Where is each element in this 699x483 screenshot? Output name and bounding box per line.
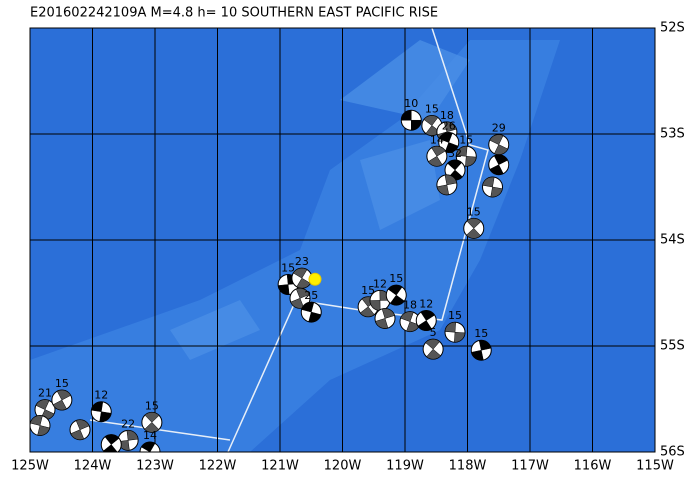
beachball-quadrant bbox=[301, 301, 322, 323]
depth-label: 15 bbox=[145, 399, 159, 412]
frame bbox=[29, 27, 656, 453]
beachball: 14 bbox=[139, 429, 161, 452]
beachball: 25 bbox=[300, 289, 322, 323]
depth-label: 15 bbox=[425, 103, 439, 116]
beachball: 15 bbox=[455, 133, 477, 167]
beachball: 23 bbox=[291, 255, 313, 289]
beachball-quadrant bbox=[375, 308, 395, 329]
lon-label: 118W bbox=[449, 459, 487, 474]
depth-label: 23 bbox=[295, 255, 309, 268]
beachball-quadrant bbox=[144, 412, 160, 433]
beachball-quadrant bbox=[489, 134, 509, 155]
beachball-quadrant bbox=[489, 154, 508, 175]
beachball: 15 bbox=[385, 272, 407, 306]
depth-label: 12 bbox=[373, 277, 387, 290]
depth-label: 15 bbox=[281, 262, 295, 275]
depth-label: 21 bbox=[38, 387, 52, 400]
lat-label: 53S bbox=[660, 127, 685, 142]
beachball: 26 bbox=[438, 119, 460, 153]
depth-label: 12 bbox=[419, 298, 433, 311]
lon-label: 120W bbox=[324, 459, 362, 474]
beachball: 29 bbox=[488, 122, 510, 156]
shallow-area bbox=[170, 40, 470, 360]
lat-label: 54S bbox=[660, 233, 685, 248]
beachball bbox=[100, 434, 122, 452]
depth-label: 15 bbox=[55, 377, 69, 390]
beachball: 5 bbox=[422, 326, 444, 360]
map-title: E201602242109A M=4.8 h= 10 SOUTHERN EAST… bbox=[30, 6, 438, 21]
beachball bbox=[488, 154, 510, 176]
epicenter bbox=[308, 272, 322, 286]
lon-label: 116W bbox=[574, 459, 612, 474]
depth-label: 26 bbox=[442, 119, 456, 132]
beachball bbox=[69, 419, 91, 441]
depth-label: 10 bbox=[404, 97, 418, 110]
beachball-quadrant bbox=[103, 434, 120, 452]
beachball: 15 bbox=[51, 377, 73, 411]
depth-label: 18 bbox=[403, 299, 417, 312]
beachball: 10 bbox=[400, 97, 422, 131]
beachball-quadrant bbox=[482, 176, 503, 198]
beachball: 15 bbox=[141, 399, 163, 433]
depth-label: 14 bbox=[143, 429, 157, 442]
lon-label: 122W bbox=[199, 459, 237, 474]
depth-label: 12 bbox=[94, 389, 108, 402]
beachball-quadrant bbox=[400, 109, 422, 131]
lon-label: 125W bbox=[11, 459, 49, 474]
depth-label: 29 bbox=[492, 122, 506, 135]
beachball: 12 bbox=[90, 389, 112, 423]
lat-label: 56S bbox=[660, 445, 685, 460]
beachball-quadrant bbox=[70, 419, 90, 440]
lat-label: 52S bbox=[660, 21, 685, 36]
beachball-quadrant bbox=[444, 321, 466, 343]
beachball: 12 bbox=[415, 298, 437, 332]
lon-label: 119W bbox=[386, 459, 424, 474]
beachball: 14 bbox=[426, 133, 448, 167]
depth-label: 25 bbox=[304, 289, 318, 302]
beachball-quadrant bbox=[140, 441, 156, 452]
lon-label: 117W bbox=[511, 459, 549, 474]
beachball: 15 bbox=[463, 205, 485, 239]
lon-label: 115W bbox=[636, 459, 674, 474]
lon-label: 123W bbox=[136, 459, 174, 474]
depth-label: 15 bbox=[474, 327, 488, 340]
beachball-quadrant bbox=[466, 218, 482, 239]
depth-label: 5 bbox=[430, 326, 437, 339]
lon-label: 121W bbox=[261, 459, 299, 474]
depth-label: 15 bbox=[389, 272, 403, 285]
depth-label: 18 bbox=[440, 109, 454, 122]
beachball-quadrant bbox=[417, 310, 435, 331]
depth-label: 15 bbox=[467, 205, 481, 218]
depth-label: 14 bbox=[430, 133, 444, 146]
depth-label: 15 bbox=[448, 309, 462, 322]
depth-label: 15 bbox=[361, 284, 375, 297]
beachball bbox=[30, 415, 51, 436]
lat-label: 55S bbox=[660, 339, 685, 354]
beachball: 21 bbox=[34, 387, 56, 421]
depth-label: 15 bbox=[459, 133, 473, 146]
beachball-quadrant bbox=[456, 146, 477, 167]
beachball bbox=[374, 307, 396, 329]
depth-label: 32 bbox=[448, 147, 462, 160]
beachball-quadrant bbox=[91, 401, 112, 422]
beachball-quadrant bbox=[387, 284, 405, 306]
beachball-quadrant bbox=[52, 389, 72, 411]
lon-label: 124W bbox=[74, 459, 112, 474]
beachball-quadrant bbox=[425, 338, 442, 360]
beachball bbox=[436, 174, 458, 196]
beachball bbox=[289, 287, 311, 309]
beachball-quadrant bbox=[436, 174, 457, 196]
beachball-quadrant bbox=[428, 146, 446, 167]
depth-label: 22 bbox=[121, 417, 135, 430]
beachball: 15 bbox=[470, 327, 492, 361]
beachball: 15 bbox=[444, 309, 466, 343]
beachball-quadrant bbox=[471, 340, 492, 361]
beachball bbox=[482, 176, 503, 198]
